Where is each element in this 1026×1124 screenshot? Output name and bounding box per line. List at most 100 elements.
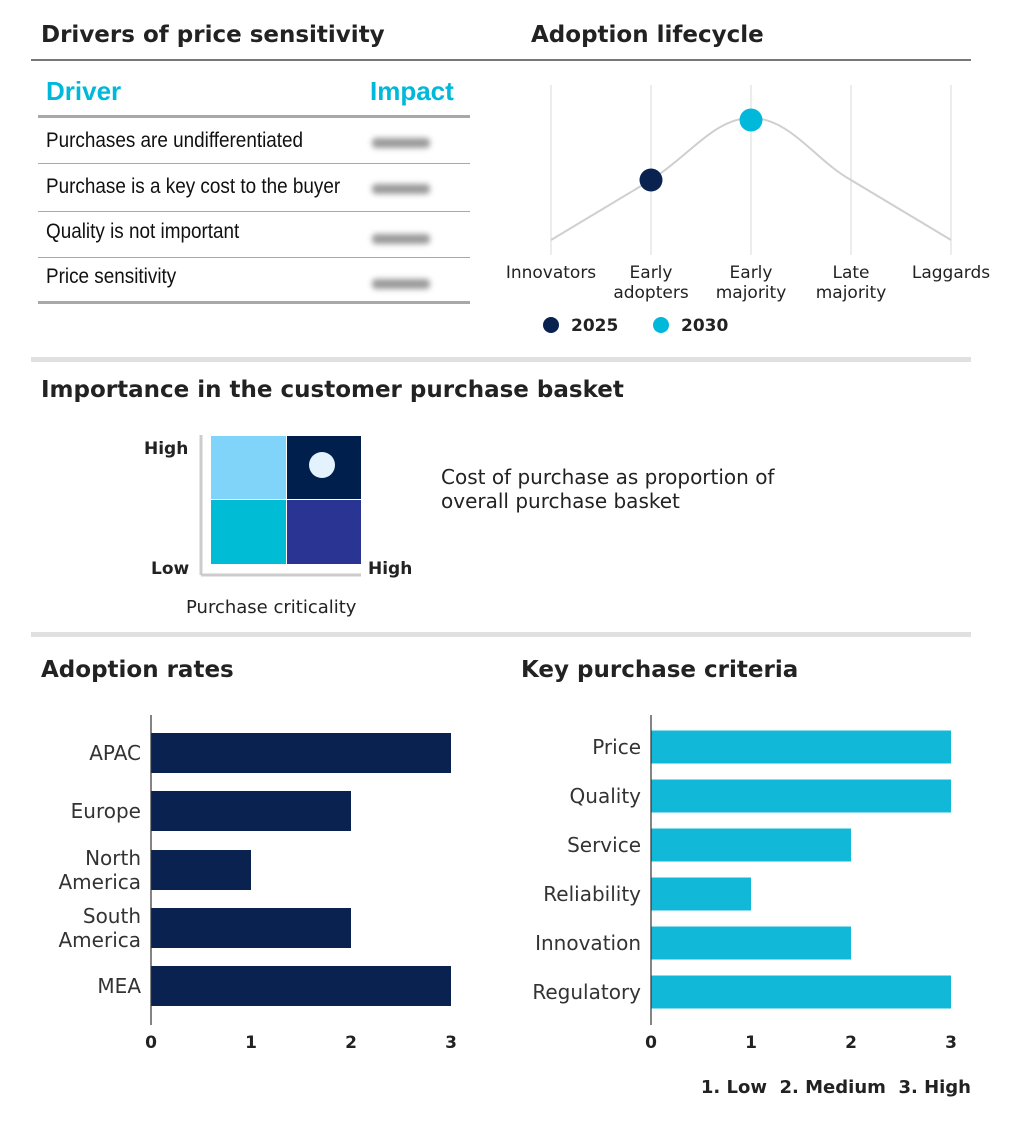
stage-label: Innovators [491, 263, 611, 283]
matrix-cell-top-left [211, 436, 286, 499]
category-label-line: Price [592, 735, 641, 759]
category-label-line: APAC [89, 741, 141, 765]
scale-legend: 1. Low 2. Medium 3. High [701, 1077, 971, 1098]
category-label: Quality [570, 784, 641, 808]
section-divider [31, 632, 971, 637]
category-label-line: Innovation [535, 931, 641, 955]
basket-description: Cost of purchase as proportion of overal… [441, 465, 774, 513]
row-divider [38, 163, 470, 164]
stage-label: Early adopters [591, 263, 711, 303]
legend-2025-dot [543, 317, 559, 333]
table-row: Price sensitivity [46, 265, 177, 288]
legend-2030-dot [653, 317, 669, 333]
drivers-title: Drivers of price sensitivity [41, 22, 385, 48]
impact-header: Impact [370, 76, 454, 106]
impact-value-blurred [372, 184, 430, 194]
category-label: North America [59, 846, 142, 894]
table-row: Quality is not important [46, 220, 240, 243]
x-tick-label: 0 [645, 1033, 657, 1053]
bar-apac [151, 733, 451, 773]
table-bottom-rule [38, 301, 470, 304]
stage-label-line: Laggards [911, 263, 991, 283]
category-label: MEA [97, 974, 141, 998]
stage-label: Early majority [691, 263, 811, 303]
kpc-title: Key purchase criteria [521, 657, 799, 683]
matrix-y-high-label: High [144, 439, 189, 459]
basket-title: Importance in the customer purchase bask… [41, 377, 624, 403]
impact-value-blurred [372, 138, 430, 148]
bar-regulatory [651, 975, 951, 1009]
stage-label-line: Innovators [505, 263, 597, 283]
category-label: Europe [71, 799, 141, 823]
stage-label-line: Early [729, 263, 773, 283]
stage-label-line: Early [629, 263, 673, 283]
impact-value-blurred [372, 234, 430, 244]
stage-label-line: adopters [613, 283, 689, 303]
category-label-line: America [58, 870, 142, 894]
matrix-cell-bottom-left [211, 500, 286, 564]
bar-service [651, 828, 851, 862]
category-label: Price [592, 735, 641, 759]
category-label-line: MEA [97, 974, 141, 998]
x-tick-label: 0 [145, 1033, 157, 1053]
bar-quality [651, 779, 951, 813]
impact-value-blurred [372, 279, 430, 289]
table-header-rule [38, 115, 470, 118]
bar-south-america [151, 908, 351, 948]
bar-mea [151, 966, 451, 1006]
legend-2025-label: 2025 [571, 316, 619, 336]
bar-europe [151, 791, 351, 831]
marker-2025 [639, 168, 663, 192]
driver-header: Driver [46, 76, 122, 106]
category-label: South America [59, 904, 142, 952]
category-label-line: America [58, 928, 142, 952]
adoption-rates-title: Adoption rates [41, 657, 234, 683]
marker-2030 [739, 108, 763, 132]
matrix-cell-bottom-right [287, 500, 361, 564]
x-tick-label: 1 [745, 1033, 757, 1053]
stage-label: Late majority [791, 263, 911, 303]
stage-label-line: majority [815, 283, 887, 303]
x-tick-label: 2 [845, 1033, 857, 1053]
category-label: Innovation [535, 931, 641, 955]
x-tick-label: 1 [245, 1033, 257, 1053]
x-tick-label: 3 [445, 1033, 457, 1053]
matrix-x-high-label: High [368, 559, 413, 579]
basket-description-line: Cost of purchase as proportion of [441, 465, 775, 489]
scale-legend-medium: 2. Medium [779, 1077, 886, 1098]
bar-reliability [651, 877, 751, 911]
lifecycle-title: Adoption lifecycle [531, 22, 764, 48]
category-label-line: Regulatory [532, 980, 641, 1004]
category-label-line: South [82, 904, 141, 928]
x-tick-label: 2 [345, 1033, 357, 1053]
stage-label-line: majority [715, 283, 787, 303]
row-divider [38, 211, 470, 212]
section-divider [31, 357, 971, 362]
bar-price [651, 730, 951, 764]
bar-innovation [651, 926, 851, 960]
category-label-line: Europe [70, 799, 141, 823]
category-label: APAC [89, 741, 141, 765]
matrix-marker [309, 452, 335, 478]
basket-description-line: overall purchase basket [441, 489, 680, 513]
matrix-x-axis-label: Purchase criticality [186, 597, 357, 618]
stage-label-line: Late [832, 263, 870, 283]
category-label-line: Quality [569, 784, 641, 808]
top-rule [31, 59, 971, 61]
category-label: Regulatory [532, 980, 641, 1004]
category-label: Reliability [543, 882, 641, 906]
table-row: Purchases are undifferentiated [46, 129, 304, 152]
category-label-line: Reliability [543, 882, 641, 906]
legend-2030-label: 2030 [681, 316, 729, 336]
category-label-line: Service [567, 833, 641, 857]
category-label-line: North [85, 846, 141, 870]
category-label: Service [567, 833, 641, 857]
table-row: Purchase is a key cost to the buyer [46, 175, 341, 198]
row-divider [38, 257, 470, 258]
x-tick-label: 3 [945, 1033, 957, 1053]
scale-legend-low: 1. Low [700, 1077, 767, 1098]
stage-label: Laggards [891, 263, 1011, 283]
bar-north-america [151, 850, 251, 890]
matrix-y-low-label: Low [151, 559, 190, 579]
